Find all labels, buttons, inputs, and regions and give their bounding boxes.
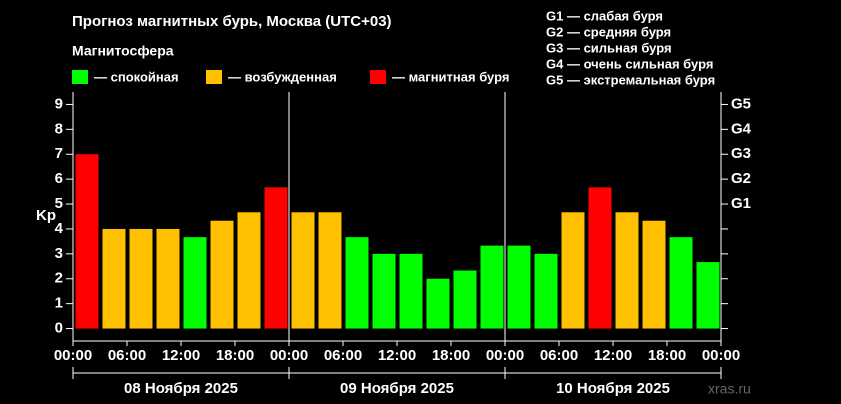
legend-label: — магнитная буря — [392, 69, 509, 84]
y-tick-label: 1 — [55, 295, 63, 312]
bar — [75, 154, 99, 329]
bar — [318, 212, 342, 329]
x-tick-label: 18:00 — [648, 347, 686, 364]
subtitle: Магнитосфера — [72, 43, 174, 59]
bar — [588, 187, 612, 329]
bar — [669, 237, 693, 329]
bar — [291, 212, 315, 329]
x-tick-label: 12:00 — [594, 347, 632, 364]
y2-tick-label: G5 — [731, 95, 751, 112]
x-tick-label: 00:00 — [270, 347, 308, 364]
bar — [696, 262, 720, 329]
bar — [156, 228, 180, 329]
x-tick-label: 18:00 — [216, 347, 254, 364]
bar — [210, 220, 234, 329]
x-tick-label: 00:00 — [702, 347, 740, 364]
x-tick-label: 06:00 — [540, 347, 578, 364]
bar — [507, 245, 531, 329]
bar — [237, 212, 261, 329]
day-label: 09 Ноября 2025 — [340, 380, 454, 397]
g-scale-label: G2 — средняя буря — [546, 24, 671, 39]
y-tick-label: 5 — [55, 195, 63, 212]
bar — [372, 253, 396, 329]
x-tick-label: 12:00 — [378, 347, 416, 364]
bar — [615, 212, 639, 329]
legend-swatch — [72, 70, 88, 84]
x-tick-label: 00:00 — [54, 347, 92, 364]
bar — [129, 228, 153, 329]
y2-tick-label: G2 — [731, 170, 751, 187]
y-tick-label: 4 — [55, 220, 64, 237]
x-tick-label: 18:00 — [432, 347, 470, 364]
bar — [453, 270, 477, 329]
y-tick-label: 2 — [55, 270, 63, 287]
bar — [642, 220, 666, 329]
y-tick-label: 3 — [55, 245, 63, 262]
y2-tick-label: G1 — [731, 195, 751, 212]
legend-label: — спокойная — [94, 69, 179, 84]
legend-swatch — [206, 70, 222, 84]
y-axis-label: Kp — [36, 207, 56, 224]
day-label: 08 Ноября 2025 — [124, 380, 238, 397]
y2-tick-label: G4 — [731, 120, 752, 137]
g-scale-label: G4 — очень сильная буря — [546, 56, 713, 71]
g-scale-label: G5 — экстремальная буря — [546, 72, 715, 87]
watermark: xras.ru — [708, 381, 751, 397]
bar — [264, 187, 288, 329]
bar — [426, 278, 450, 329]
bar — [561, 212, 585, 329]
y-tick-label: 7 — [55, 145, 63, 162]
bar — [534, 253, 558, 329]
x-tick-label: 06:00 — [108, 347, 146, 364]
g-scale-label: G3 — сильная буря — [546, 40, 672, 55]
chart-title: Прогноз магнитных бурь, Москва (UTC+03) — [72, 13, 392, 30]
bar — [399, 253, 423, 329]
y-tick-label: 6 — [55, 170, 63, 187]
y-tick-label: 9 — [55, 95, 63, 112]
bar — [480, 245, 504, 329]
legend-swatch — [370, 70, 386, 84]
bar — [345, 237, 369, 329]
x-tick-label: 12:00 — [162, 347, 200, 364]
y2-tick-label: G3 — [731, 145, 751, 162]
y-tick-label: 8 — [55, 120, 63, 137]
bar — [102, 228, 126, 329]
day-label: 10 Ноября 2025 — [556, 380, 670, 397]
x-tick-label: 00:00 — [486, 347, 524, 364]
bar — [183, 237, 207, 329]
legend-label: — возбужденная — [228, 69, 337, 84]
y-tick-label: 0 — [55, 320, 63, 337]
g-scale-label: G1 — слабая буря — [546, 8, 663, 23]
x-tick-label: 06:00 — [324, 347, 362, 364]
